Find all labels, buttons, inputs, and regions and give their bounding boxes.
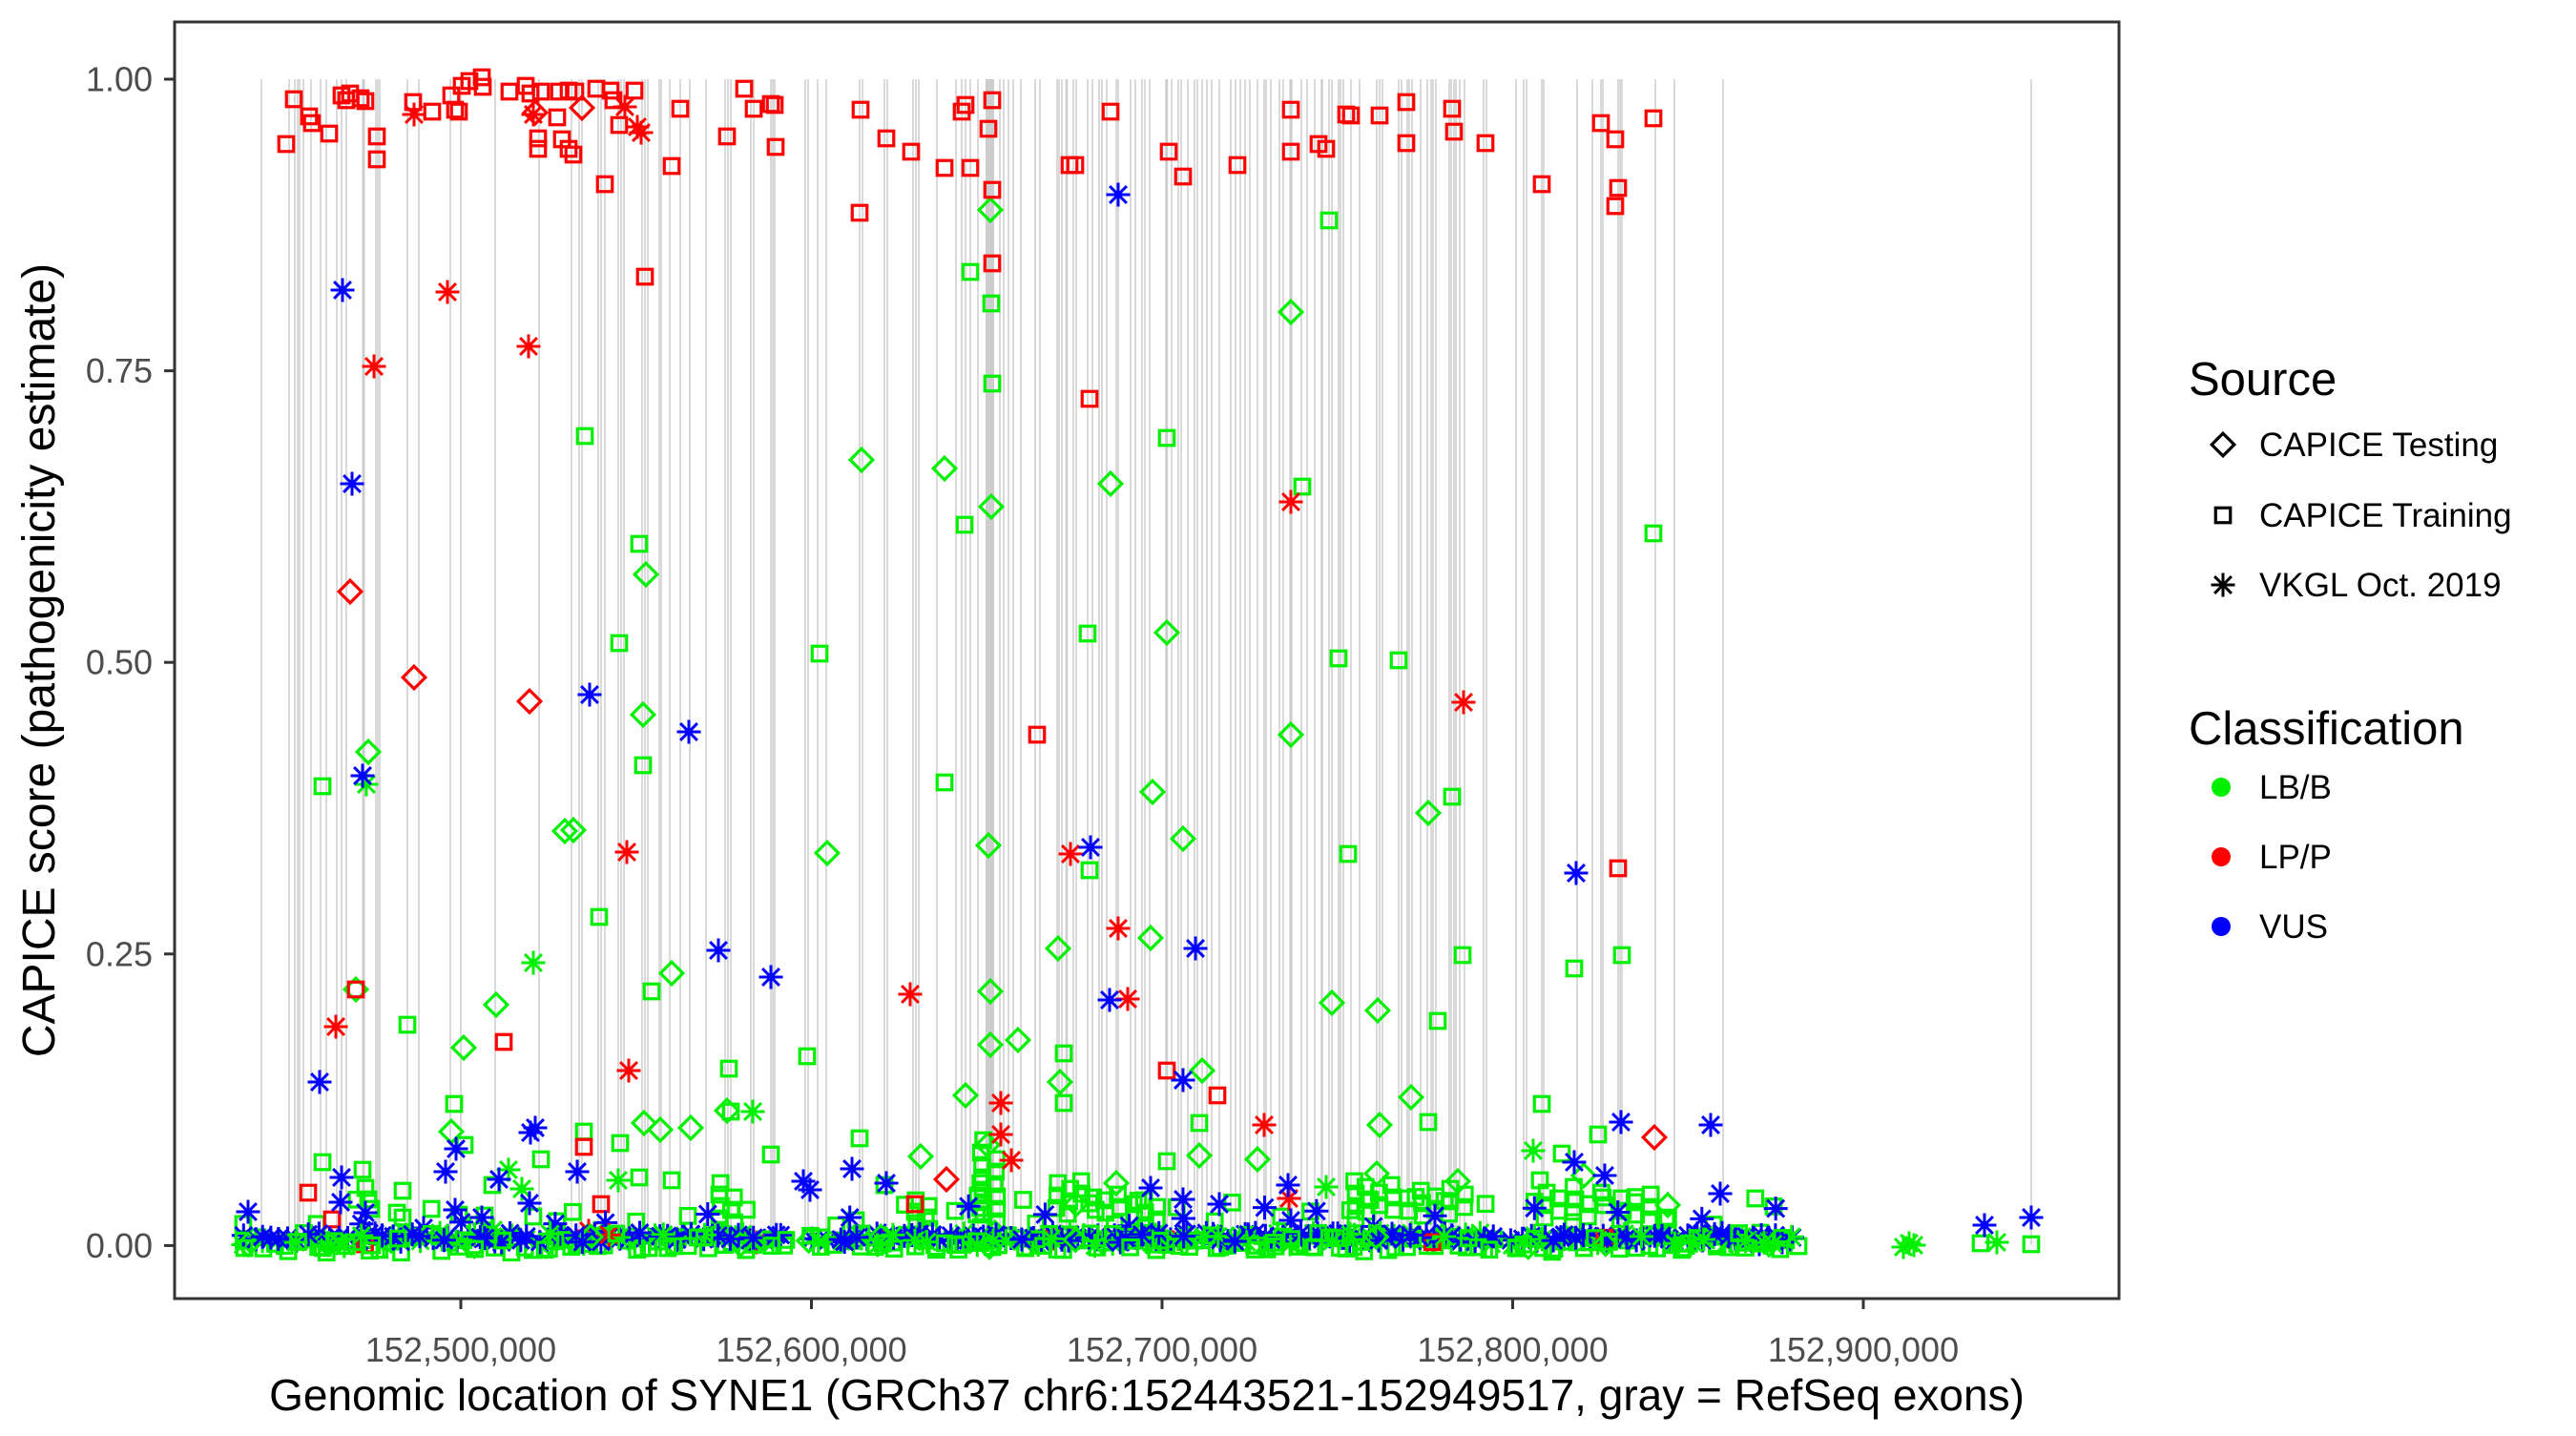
svg-text:152,900,000: 152,900,000 [1768, 1330, 1959, 1369]
svg-text:1.00: 1.00 [86, 60, 153, 99]
svg-text:VKGL Oct. 2019: VKGL Oct. 2019 [2259, 567, 2502, 604]
svg-text:Source: Source [2189, 354, 2337, 406]
svg-text:LB/B: LB/B [2259, 769, 2332, 806]
svg-text:0.50: 0.50 [86, 643, 153, 682]
svg-text:152,600,000: 152,600,000 [716, 1330, 906, 1369]
svg-text:0.75: 0.75 [86, 351, 153, 390]
svg-text:CAPICE Training: CAPICE Training [2259, 497, 2512, 534]
svg-text:VUS: VUS [2259, 908, 2328, 946]
svg-text:152,500,000: 152,500,000 [365, 1330, 556, 1369]
svg-text:Classification: Classification [2189, 703, 2464, 755]
svg-text:CAPICE score (pathogenicity es: CAPICE score (pathogenicity estimate) [14, 263, 65, 1057]
svg-text:LP/P: LP/P [2259, 839, 2332, 876]
svg-text:152,700,000: 152,700,000 [1067, 1330, 1257, 1369]
svg-text:0.00: 0.00 [86, 1226, 153, 1265]
svg-text:152,800,000: 152,800,000 [1417, 1330, 1608, 1369]
svg-text:Genomic location of SYNE1 (GRC: Genomic location of SYNE1 (GRCh37 chr6:1… [269, 1370, 2025, 1420]
svg-text:0.25: 0.25 [86, 934, 153, 973]
svg-text:CAPICE Testing: CAPICE Testing [2259, 427, 2498, 464]
